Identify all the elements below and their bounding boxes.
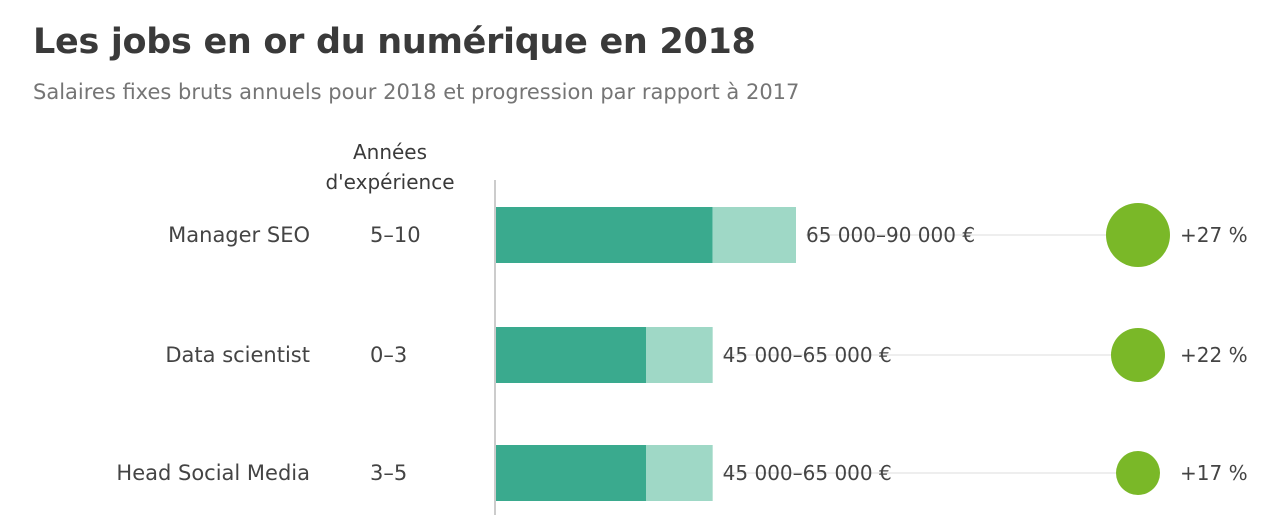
- job-label: Manager SEO: [168, 223, 310, 247]
- growth-circle: [1106, 203, 1170, 267]
- chart-rows: Manager SEO 5–10 65 000–90 000 € +27 % Data …: [116, 203, 1248, 501]
- experience-header-line-2: d'expérience: [325, 170, 455, 194]
- experience-label: 0–3: [370, 343, 407, 367]
- experience-label: 5–10: [370, 223, 421, 247]
- experience-column-header: Années d'expérience: [280, 137, 500, 197]
- salary-max-bar: [646, 445, 713, 501]
- experience-label: 3–5: [370, 461, 407, 485]
- salary-max-bar: [712, 207, 796, 263]
- salary-min-bar: [496, 207, 713, 263]
- experience-header-line-1: Années: [352, 140, 428, 164]
- growth-circle: [1116, 451, 1160, 495]
- growth-label: +22 %: [1180, 343, 1248, 367]
- growth-circle: [1111, 328, 1165, 382]
- salary-min-bar: [496, 445, 646, 501]
- salary-min-bar: [496, 327, 646, 383]
- chart-title: Les jobs en or du numérique en 2018: [33, 22, 756, 62]
- growth-label: +17 %: [1180, 461, 1248, 485]
- job-label: Data scientist: [165, 343, 310, 367]
- growth-label: +27 %: [1180, 223, 1248, 247]
- salary-range-label: 65 000–90 000 €: [806, 223, 975, 247]
- salary-range-label: 45 000–65 000 €: [723, 461, 892, 485]
- chart-subtitle: Salaires fixes bruts annuels pour 2018 e…: [33, 80, 800, 104]
- job-label: Head Social Media: [116, 461, 310, 485]
- salary-max-bar: [646, 327, 713, 383]
- salary-range-label: 45 000–65 000 €: [723, 343, 892, 367]
